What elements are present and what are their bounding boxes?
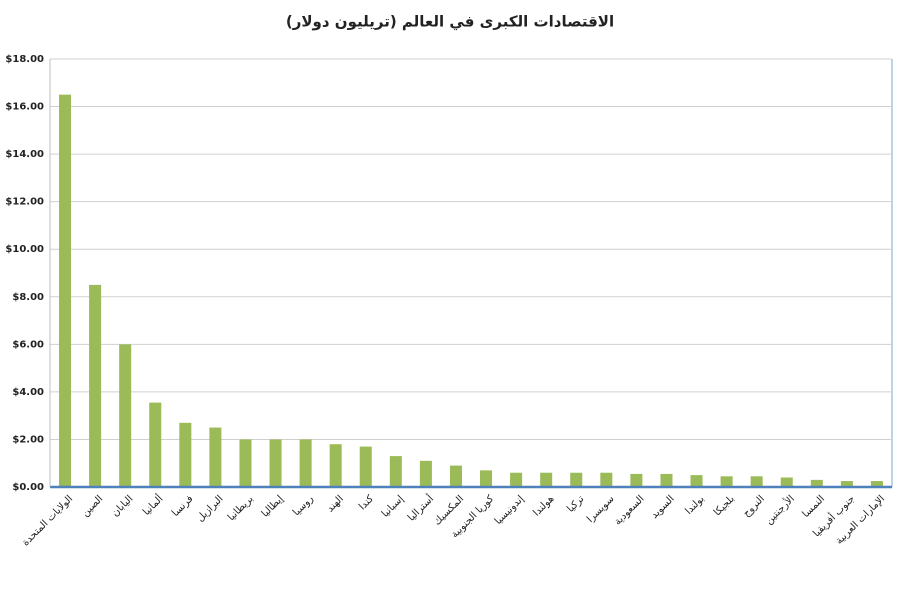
- bar: [870, 481, 883, 487]
- chart-title: الاقتصادات الكبرى في العالم (تريليون دول…: [286, 13, 614, 31]
- y-tick-label: $4.00: [12, 387, 44, 398]
- bar: [510, 472, 523, 487]
- y-tick-label: $14.00: [5, 149, 44, 160]
- bar: [359, 446, 372, 487]
- bar: [630, 473, 643, 487]
- bar: [239, 439, 252, 487]
- y-tick-label: $10.00: [5, 244, 44, 255]
- bar: [780, 477, 793, 487]
- y-tick-label: $16.00: [5, 102, 44, 113]
- y-tick-label: $6.00: [12, 339, 44, 350]
- bar: [269, 439, 282, 487]
- bar: [59, 94, 72, 488]
- bar: [480, 470, 493, 487]
- bar: [840, 481, 853, 487]
- bar: [329, 444, 342, 487]
- bar: [449, 465, 462, 487]
- bar: [179, 422, 192, 487]
- y-tick-label: $8.00: [12, 292, 44, 303]
- bar: [810, 479, 823, 487]
- bar: [149, 402, 162, 487]
- bar: [299, 439, 312, 487]
- bar: [540, 472, 553, 487]
- y-tick-label: $2.00: [12, 434, 44, 445]
- bar: [720, 476, 733, 487]
- y-tick-label: $12.00: [5, 197, 44, 208]
- bar: [660, 473, 673, 487]
- bar: [89, 284, 102, 487]
- y-tick-label: $18.00: [5, 54, 44, 65]
- bar: [389, 456, 402, 487]
- bar: [690, 475, 703, 487]
- bar: [119, 344, 132, 487]
- bar: [600, 472, 613, 487]
- bar: [209, 427, 222, 487]
- bar: [570, 472, 583, 487]
- bar: [419, 460, 432, 487]
- bar: [750, 476, 763, 487]
- y-tick-label: $0.00: [12, 482, 44, 493]
